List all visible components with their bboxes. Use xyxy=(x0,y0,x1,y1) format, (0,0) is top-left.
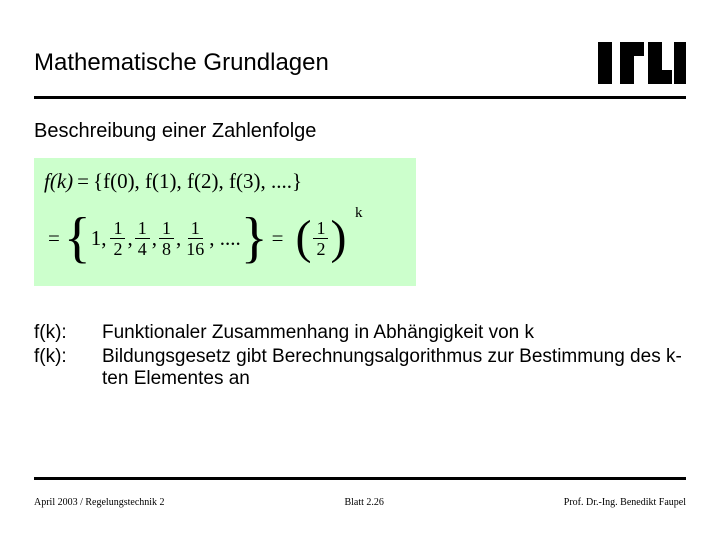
left-brace-icon: { xyxy=(64,206,91,270)
header: Mathematische Grundlagen xyxy=(34,42,686,84)
fraction: 14 xyxy=(135,219,150,258)
footer-left: April 2003 / Regelungstechnik 2 xyxy=(34,497,165,508)
equals-sign: = xyxy=(48,226,60,251)
definition-row: f(k): Bildungsgesetz gibt Berechnungsalg… xyxy=(34,346,702,390)
math-box: f(k) = {f(0), f(1), f(2), f(3), ....} = … xyxy=(34,158,416,286)
fraction: 12 xyxy=(110,219,125,258)
math-lead: 1, xyxy=(91,226,107,251)
definition-value: Bildungsgesetz gibt Berechnungsalgorithm… xyxy=(102,346,702,390)
equals-sign: = xyxy=(272,226,284,251)
equals-sign: = xyxy=(77,169,89,194)
header-rule xyxy=(34,96,686,99)
definitions: f(k): Funktionaler Zusammenhang in Abhän… xyxy=(34,322,702,392)
fraction: 18 xyxy=(159,219,174,258)
comma: , xyxy=(152,226,157,251)
math-tail: , .... xyxy=(209,226,241,251)
comma: , xyxy=(127,226,132,251)
definition-row: f(k): Funktionaler Zusammenhang in Abhän… xyxy=(34,322,702,344)
definition-key: f(k): xyxy=(34,322,102,344)
power-term: ( 12 ) k xyxy=(295,219,346,258)
math-line-2: = { 1, 12, 14, 18, 116 , .... } = ( 12 )… xyxy=(44,198,406,278)
slide: Mathematische Grundlagen Beschreibung ei… xyxy=(0,0,720,540)
definition-value: Funktionaler Zusammenhang in Abhängigkei… xyxy=(102,322,534,344)
page-title: Mathematische Grundlagen xyxy=(34,49,329,77)
left-paren-icon: ( xyxy=(295,219,311,257)
footer-rule xyxy=(34,477,686,480)
footer: April 2003 / Regelungstechnik 2 Blatt 2.… xyxy=(34,497,686,508)
footer-center: Blatt 2.26 xyxy=(344,497,383,508)
math-lhs: f(k) xyxy=(44,169,73,194)
comma: , xyxy=(176,226,181,251)
section-heading: Beschreibung einer Zahlenfolge xyxy=(34,120,316,143)
exponent: k xyxy=(355,205,363,222)
fraction: 116 xyxy=(183,219,207,258)
htw-logo xyxy=(598,42,686,84)
footer-right: Prof. Dr.-Ing. Benedikt Faupel xyxy=(564,497,686,508)
right-paren-icon: ) xyxy=(330,219,346,257)
math-set: {f(0), f(1), f(2), f(3), ....} xyxy=(93,169,302,194)
math-line-1: f(k) = {f(0), f(1), f(2), f(3), ....} xyxy=(44,164,406,198)
right-brace-icon: } xyxy=(241,206,268,270)
fraction: 12 xyxy=(313,219,328,258)
definition-key: f(k): xyxy=(34,346,102,390)
